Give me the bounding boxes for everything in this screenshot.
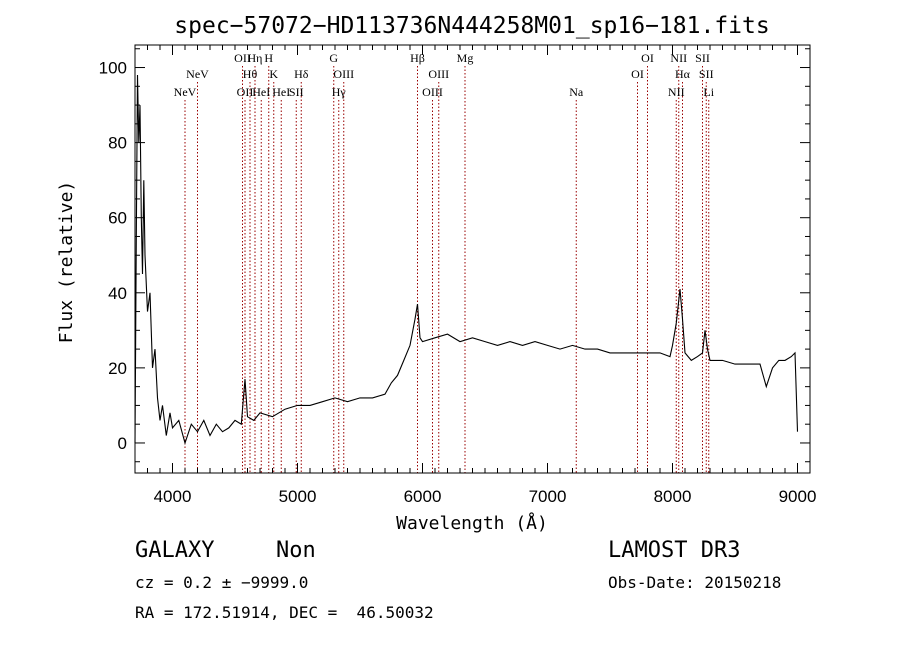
emission-line-label: OIII bbox=[422, 85, 443, 99]
emission-line-label: NeV bbox=[186, 67, 209, 81]
emission-line-label: Hβ bbox=[410, 51, 425, 65]
y-axis: 0 20 40 60 80 100 bbox=[99, 48, 810, 463]
emission-line-label: SII bbox=[695, 51, 710, 65]
y-tick-label: 100 bbox=[99, 59, 127, 78]
emission-line-label: HeI bbox=[272, 85, 290, 99]
emission-line-label: SII bbox=[289, 85, 304, 99]
emission-line-label: OI bbox=[641, 51, 654, 65]
x-tick-label: 5000 bbox=[279, 487, 317, 506]
emission-line-label: NII bbox=[668, 85, 685, 99]
emission-line-label: OII bbox=[237, 85, 254, 99]
y-tick-label: 40 bbox=[108, 284, 127, 303]
emission-line-label: G bbox=[329, 51, 338, 65]
emission-line-label: HeI bbox=[252, 85, 270, 99]
y-tick-label: 0 bbox=[118, 434, 127, 453]
emission-line-label: Mg bbox=[457, 51, 474, 65]
redshift-cz: cz = 0.2 ± −9999.0 bbox=[135, 573, 309, 592]
emission-line-label: OIII bbox=[428, 67, 449, 81]
y-tick-label: 20 bbox=[108, 359, 127, 378]
emission-line-label: Hθ bbox=[243, 67, 258, 81]
emission-line-label: OI bbox=[631, 67, 644, 81]
emission-line-label: NeV bbox=[174, 85, 197, 99]
x-tick-label: 7000 bbox=[529, 487, 567, 506]
coordinates: RA = 172.51914, DEC = 46.50032 bbox=[135, 603, 434, 622]
emission-line-label: NII bbox=[670, 51, 687, 65]
emission-line-label: Hα bbox=[675, 67, 691, 81]
emission-line-markers bbox=[184, 66, 710, 473]
x-tick-label: 4000 bbox=[154, 487, 192, 506]
x-tick-label: 6000 bbox=[404, 487, 442, 506]
y-axis-label: Flux (relative) bbox=[56, 181, 77, 344]
y-tick-label: 80 bbox=[108, 134, 127, 153]
x-tick-label: 8000 bbox=[654, 487, 692, 506]
x-tick-label: 9000 bbox=[779, 487, 817, 506]
emission-line-label: OIII bbox=[333, 67, 354, 81]
y-tick-label: 60 bbox=[108, 209, 127, 228]
object-class: GALAXY bbox=[135, 538, 215, 563]
x-axis: 4000 5000 6000 7000 8000 9000 bbox=[134, 45, 817, 506]
spectrum-series-line bbox=[134, 74, 799, 445]
object-subclass: Non bbox=[276, 538, 316, 563]
x-axis-label: Wavelength (Å) bbox=[396, 512, 548, 534]
emission-line-label: Na bbox=[569, 85, 584, 99]
emission-line-label: SII bbox=[699, 67, 714, 81]
emission-line-label: Li bbox=[703, 85, 714, 99]
survey-name: LAMOST DR3 bbox=[608, 538, 741, 563]
emission-line-label: K bbox=[269, 67, 278, 81]
observation-date: Obs-Date: 20150218 bbox=[608, 573, 782, 592]
emission-line-label: Hδ bbox=[294, 67, 309, 81]
emission-line-label: OII bbox=[234, 51, 251, 65]
chart-title: spec−57072−HD113736N444258M01_sp16−181.f… bbox=[174, 13, 769, 39]
emission-line-labels: NeVNeVOIIOIIHθHηHeIHKHeISIIHδGHγOIIIHβOI… bbox=[174, 51, 715, 99]
emission-line-label: Hγ bbox=[332, 85, 347, 99]
emission-line-label: H bbox=[264, 51, 273, 65]
emission-line-label: Hη bbox=[248, 51, 263, 65]
